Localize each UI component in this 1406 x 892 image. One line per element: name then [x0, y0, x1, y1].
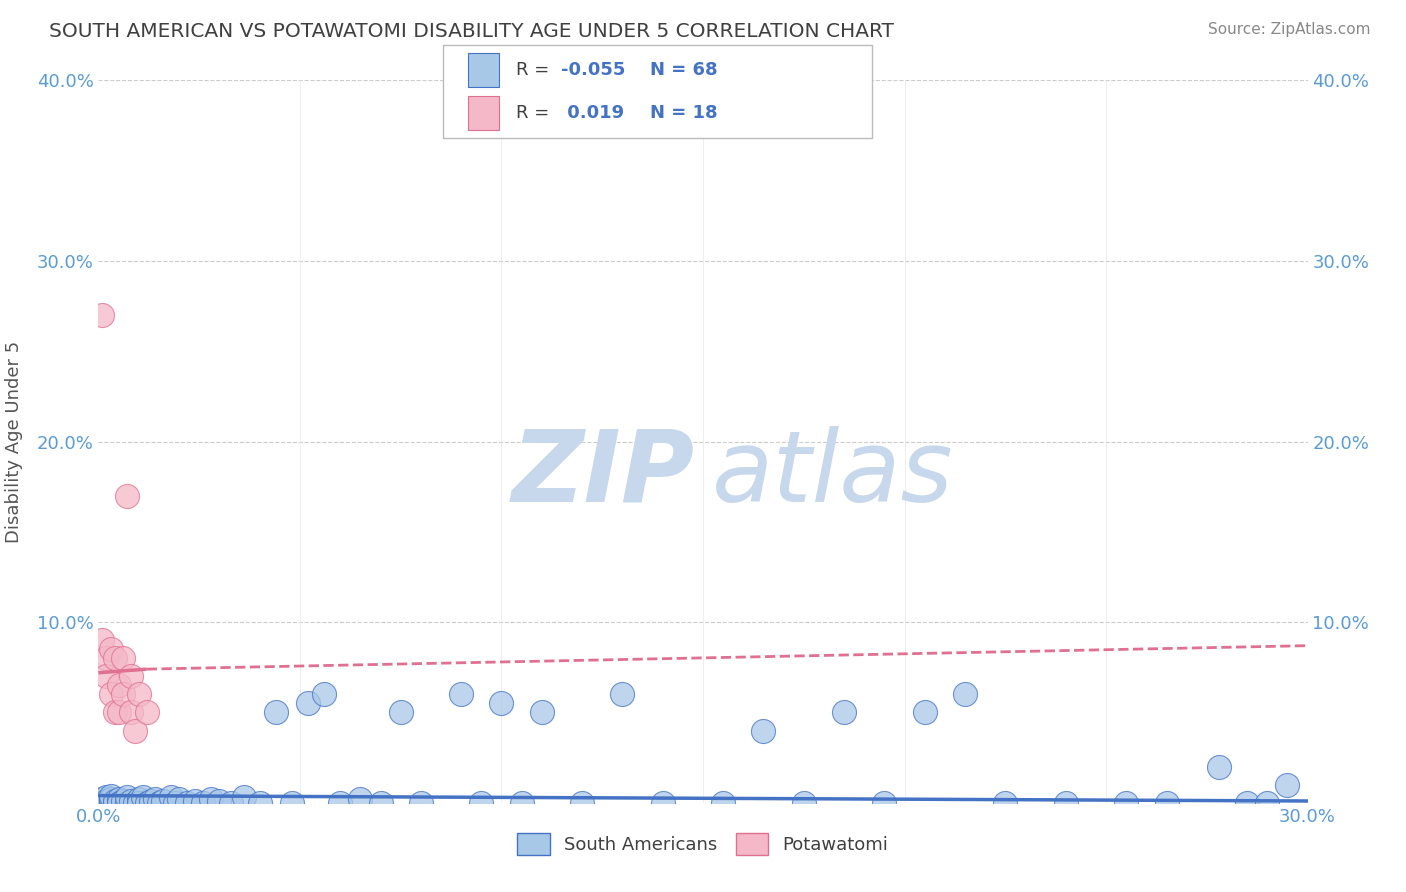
Text: R =: R =	[516, 104, 555, 122]
Point	[249, 796, 271, 810]
Point	[450, 687, 472, 701]
Point	[1256, 796, 1278, 810]
Point	[832, 706, 855, 720]
Point	[148, 796, 170, 810]
Point	[96, 794, 118, 808]
Point	[1277, 778, 1299, 792]
Point	[128, 792, 150, 806]
Point	[124, 796, 146, 810]
Text: Source: ZipAtlas.com: Source: ZipAtlas.com	[1208, 22, 1371, 37]
Point	[128, 687, 150, 701]
Point	[100, 792, 122, 806]
Text: R =: R =	[516, 61, 555, 78]
Point	[103, 706, 125, 720]
Point	[96, 796, 118, 810]
Text: ZIP: ZIP	[512, 425, 695, 523]
Point	[530, 706, 553, 720]
Point	[281, 796, 304, 810]
Point	[100, 796, 122, 810]
Point	[409, 796, 432, 810]
Point	[491, 697, 513, 711]
Point	[143, 792, 166, 806]
Point	[128, 796, 150, 810]
Point	[107, 678, 129, 692]
Point	[152, 794, 174, 808]
Point	[103, 794, 125, 808]
Point	[91, 633, 114, 648]
Point	[953, 687, 976, 701]
Point	[103, 796, 125, 810]
Point	[389, 706, 412, 720]
Y-axis label: Disability Age Under 5: Disability Age Under 5	[4, 341, 22, 542]
Point	[103, 651, 125, 665]
Point	[115, 790, 138, 805]
Point	[370, 796, 392, 810]
Point	[200, 792, 222, 806]
Point	[232, 790, 254, 805]
Point	[120, 669, 142, 683]
Point	[107, 706, 129, 720]
Point	[111, 687, 134, 701]
Point	[100, 642, 122, 657]
Point	[1208, 760, 1230, 774]
Point	[120, 706, 142, 720]
Point	[132, 790, 155, 805]
Point	[314, 687, 336, 701]
Point	[135, 706, 157, 720]
Point	[107, 796, 129, 810]
Point	[115, 796, 138, 810]
Point	[160, 790, 183, 805]
Point	[297, 697, 319, 711]
Point	[1054, 796, 1077, 810]
Legend: South Americans, Potawatomi: South Americans, Potawatomi	[510, 826, 896, 863]
Point	[193, 796, 215, 810]
Point	[349, 792, 371, 806]
Point	[264, 706, 287, 720]
Text: atlas: atlas	[711, 425, 953, 523]
Point	[571, 796, 593, 810]
Point	[208, 794, 231, 808]
Point	[184, 794, 207, 808]
Text: -0.055: -0.055	[561, 61, 626, 78]
Point	[1236, 796, 1258, 810]
Point	[111, 651, 134, 665]
Point	[612, 687, 634, 701]
Point	[111, 794, 134, 808]
Point	[120, 794, 142, 808]
Point	[1156, 796, 1178, 810]
Point	[793, 796, 815, 810]
Point	[1115, 796, 1137, 810]
Text: N = 68: N = 68	[650, 61, 717, 78]
Point	[329, 796, 352, 810]
Point	[91, 792, 114, 806]
Text: 0.019: 0.019	[561, 104, 624, 122]
Text: SOUTH AMERICAN VS POTAWATOMI DISABILITY AGE UNDER 5 CORRELATION CHART: SOUTH AMERICAN VS POTAWATOMI DISABILITY …	[49, 22, 894, 41]
Point	[91, 308, 114, 322]
Point	[176, 796, 198, 810]
Point	[139, 794, 162, 808]
Point	[163, 796, 186, 810]
Point	[100, 687, 122, 701]
Point	[752, 723, 775, 738]
Point	[135, 796, 157, 810]
Point	[914, 706, 936, 720]
Point	[994, 796, 1017, 810]
Point	[96, 790, 118, 805]
Point	[96, 651, 118, 665]
Point	[221, 796, 243, 810]
Point	[96, 669, 118, 683]
Text: N = 18: N = 18	[650, 104, 717, 122]
Point	[115, 489, 138, 503]
Point	[510, 796, 533, 810]
Point	[167, 792, 190, 806]
Point	[124, 723, 146, 738]
Point	[470, 796, 492, 810]
Point	[91, 796, 114, 810]
Point	[100, 789, 122, 803]
Point	[711, 796, 734, 810]
Point	[107, 792, 129, 806]
Point	[651, 796, 673, 810]
Point	[873, 796, 896, 810]
